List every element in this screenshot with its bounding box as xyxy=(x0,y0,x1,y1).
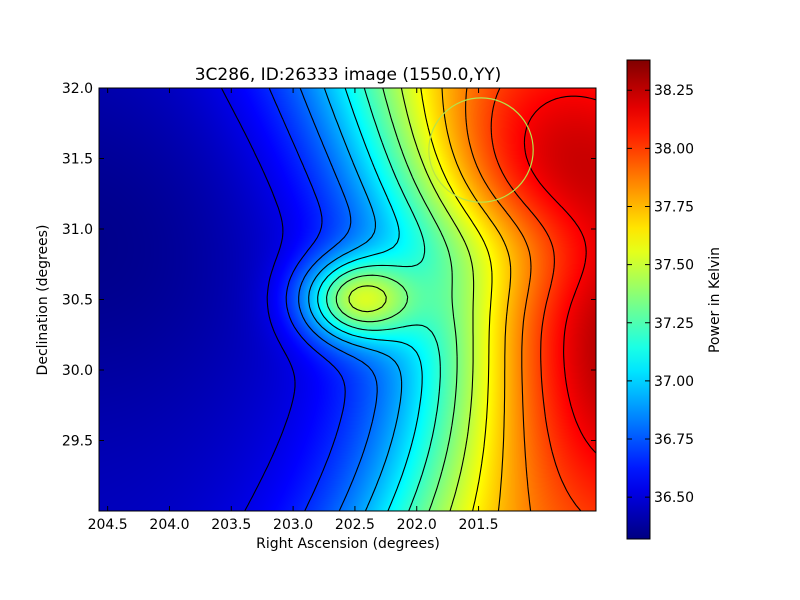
y-tick-label: 30.0 xyxy=(62,363,93,379)
y-tick-label: 29.5 xyxy=(62,434,93,450)
colorbar-tick-label: 36.75 xyxy=(654,432,694,448)
contour-lines xyxy=(220,87,597,512)
x-tick-label: 204.5 xyxy=(88,517,128,533)
x-tick-label: 203.5 xyxy=(211,517,251,533)
y-tick-label: 31.5 xyxy=(62,152,93,168)
contour-line xyxy=(308,87,403,512)
contour-line xyxy=(441,87,512,512)
colorbar-tick-label: 38.25 xyxy=(654,83,694,99)
contour-line xyxy=(348,87,475,512)
x-tick-label: 204.0 xyxy=(149,517,189,533)
colorbar-tick-label: 38.00 xyxy=(654,141,694,157)
y-tick-label: 30.5 xyxy=(62,293,93,309)
contour-line xyxy=(220,87,296,512)
source-circle xyxy=(428,97,534,203)
x-tick-label: 201.5 xyxy=(459,517,499,533)
y-tick-label: 31.0 xyxy=(62,222,93,238)
contour-line xyxy=(420,87,493,512)
colorbar-tick-label: 36.50 xyxy=(654,490,694,506)
contour-line xyxy=(326,87,441,512)
colorbar-tick-label: 37.50 xyxy=(654,258,694,274)
y-axis-label: Declination (degrees) xyxy=(35,225,51,376)
colorbar-tick-label: 37.25 xyxy=(654,316,694,332)
contour-line xyxy=(298,87,378,512)
colorbar-tick-label: 37.75 xyxy=(654,199,694,215)
axes: 204.5 204.0 203.5 203.0 202.5 202.0 201.5 29.5 3… xyxy=(62,81,597,533)
contour-line xyxy=(523,95,597,454)
contour-line xyxy=(490,87,582,512)
colorbar-tick-label: 37.00 xyxy=(654,374,694,390)
contour-line xyxy=(335,87,458,512)
colorbar-gradient xyxy=(626,59,651,540)
contour-line xyxy=(317,87,423,512)
chart-title: 3C286, ID:26333 image (1550.0,YY) xyxy=(195,65,502,85)
plot-area xyxy=(99,87,597,512)
x-tick-label: 203.0 xyxy=(273,517,313,533)
colorbar: 36.50 36.75 37.00 37.25 37.50 37.75 38.00 38.25 xyxy=(626,59,694,540)
x-axis-label: Right Ascension (degrees) xyxy=(256,536,440,552)
x-tick-label: 202.0 xyxy=(397,517,437,533)
y-tick-label: 32.0 xyxy=(62,81,93,97)
colorbar-label: Power in Kelvin xyxy=(707,247,723,353)
contour-line xyxy=(465,87,532,512)
contour-line xyxy=(268,87,346,512)
heatmap-image xyxy=(99,88,596,511)
x-tick-label: 202.5 xyxy=(335,517,375,533)
